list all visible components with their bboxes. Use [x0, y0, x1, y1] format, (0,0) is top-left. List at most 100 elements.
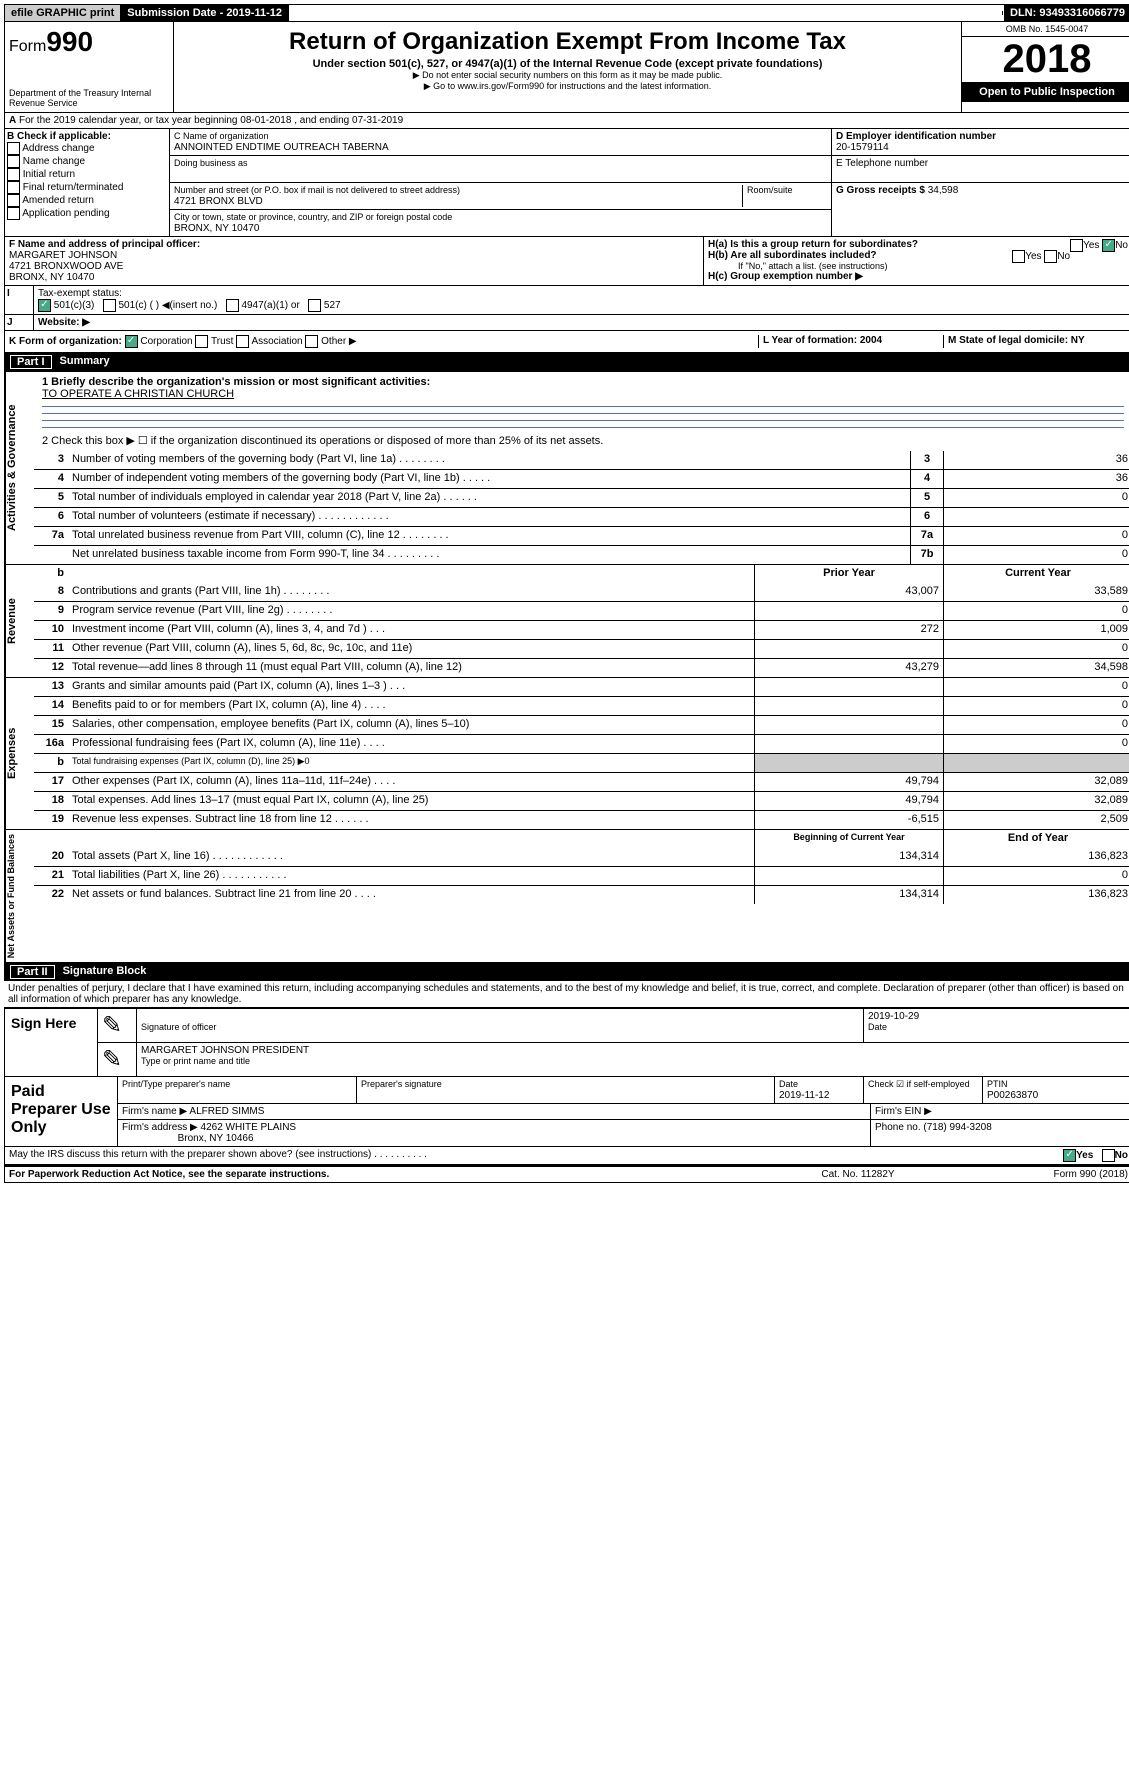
- row-value-py: [754, 735, 943, 753]
- row-ref: 4: [910, 470, 943, 488]
- table-row: 6 Total number of volunteers (estimate i…: [34, 507, 1129, 526]
- row-num: 18: [34, 792, 68, 810]
- table-row: 5 Total number of individuals employed i…: [34, 488, 1129, 507]
- row-num: 3: [34, 451, 68, 469]
- perjury-statement: Under penalties of perjury, I declare th…: [4, 981, 1129, 1007]
- side-label-governance: Activities & Governance: [5, 372, 34, 564]
- checkbox-icon[interactable]: [7, 181, 20, 194]
- checkbox-icon[interactable]: ✓: [125, 335, 138, 348]
- row-num: 22: [34, 886, 68, 904]
- checkbox-icon[interactable]: [103, 299, 116, 312]
- checkbox-icon[interactable]: [7, 155, 20, 168]
- row-value-py: 43,279: [754, 659, 943, 677]
- discuss-row: May the IRS discuss this return with the…: [4, 1147, 1129, 1165]
- row-value-blocked: [754, 754, 943, 772]
- checkbox-icon[interactable]: [7, 168, 20, 181]
- checkbox-icon[interactable]: [7, 194, 20, 207]
- row-value-py: [754, 602, 943, 620]
- table-row: 7a Total unrelated business revenue from…: [34, 526, 1129, 545]
- row-value-cy: 0: [943, 678, 1129, 696]
- row-value-py: 134,314: [754, 886, 943, 904]
- row-num: b: [34, 565, 68, 583]
- governance-section: Activities & Governance 1 Briefly descri…: [4, 371, 1129, 565]
- row-value: 36: [943, 470, 1129, 488]
- checkbox-icon[interactable]: [1102, 1149, 1115, 1162]
- row-value-cy: 0: [943, 640, 1129, 658]
- footer: For Paperwork Reduction Act Notice, see …: [4, 1165, 1129, 1183]
- checkbox-icon[interactable]: ✓: [1063, 1149, 1076, 1162]
- col-de: D Employer identification number20-15791…: [832, 129, 1129, 236]
- side-label-netassets: Net Assets or Fund Balances: [5, 830, 34, 962]
- public-inspection-badge: Open to Public Inspection: [962, 82, 1129, 102]
- omb: OMB No. 1545-0047: [962, 22, 1129, 37]
- row-value-py: 272: [754, 621, 943, 639]
- spacer: [289, 11, 1003, 15]
- table-row: 3 Number of voting members of the govern…: [34, 451, 1129, 469]
- checkbox-icon[interactable]: [1012, 250, 1025, 263]
- table-row: Net unrelated business taxable income fr…: [34, 545, 1129, 564]
- row-num: 6: [34, 508, 68, 526]
- row-value-py: 49,794: [754, 773, 943, 791]
- row-text: Grants and similar amounts paid (Part IX…: [68, 678, 754, 696]
- firm-addr: 4262 WHITE PLAINS: [201, 1122, 297, 1133]
- checkbox-icon[interactable]: [7, 207, 20, 220]
- checkbox-icon[interactable]: [195, 335, 208, 348]
- row-value: 0: [943, 489, 1129, 507]
- table-row: 10 Investment income (Part VIII, column …: [34, 620, 1129, 639]
- row-text: Professional fundraising fees (Part IX, …: [68, 735, 754, 753]
- table-row: 13 Grants and similar amounts paid (Part…: [34, 678, 1129, 696]
- row-text: Number of voting members of the governin…: [68, 451, 910, 469]
- sign-here-label: Sign Here: [5, 1009, 98, 1076]
- checkbox-icon[interactable]: [1044, 250, 1057, 263]
- part1-header: Part I Summary: [4, 353, 1129, 371]
- row-value: [943, 508, 1129, 526]
- checkbox-icon[interactable]: ✓: [1102, 239, 1115, 252]
- submission-date: Submission Date - 2019-11-12: [121, 5, 289, 21]
- checkbox-icon[interactable]: [236, 335, 249, 348]
- table-row: 15 Salaries, other compensation, employe…: [34, 715, 1129, 734]
- row-text: Contributions and grants (Part VIII, lin…: [68, 583, 754, 601]
- row-value-py: [754, 697, 943, 715]
- row-value-cy: 32,089: [943, 773, 1129, 791]
- klm-row: K Form of organization: ✓ Corporation Tr…: [4, 331, 1129, 353]
- row-num: 19: [34, 811, 68, 829]
- checkbox-icon[interactable]: [305, 335, 318, 348]
- row-ref: 7b: [910, 546, 943, 564]
- row-ref: 3: [910, 451, 943, 469]
- checkbox-icon[interactable]: [7, 142, 20, 155]
- table-row: 19 Revenue less expenses. Subtract line …: [34, 810, 1129, 829]
- row-value-cy: 0: [943, 735, 1129, 753]
- row-value-cy: 136,823: [943, 886, 1129, 904]
- checkbox-icon[interactable]: ✓: [38, 299, 51, 312]
- row-value-py: 43,007: [754, 583, 943, 601]
- row-value-cy: 33,589: [943, 583, 1129, 601]
- row-num: [34, 546, 68, 564]
- row-num: 5: [34, 489, 68, 507]
- row-num: 9: [34, 602, 68, 620]
- ptin: P00263870: [987, 1090, 1038, 1101]
- col-header-py: Prior Year: [754, 565, 943, 583]
- checkbox-icon[interactable]: [308, 299, 321, 312]
- row-text: Total liabilities (Part X, line 26) . . …: [68, 867, 754, 885]
- mission-block: 1 Briefly describe the organization's mi…: [34, 372, 1129, 451]
- table-row: 21 Total liabilities (Part X, line 26) .…: [34, 866, 1129, 885]
- table-row: b Total fundraising expenses (Part IX, c…: [34, 753, 1129, 772]
- checkbox-icon[interactable]: [1070, 239, 1083, 252]
- part2-header: Part II Signature Block: [4, 963, 1129, 981]
- checkbox-icon[interactable]: [226, 299, 239, 312]
- form-ref: Form 990 (2018): [948, 1169, 1128, 1180]
- row-value-cy: 0: [943, 716, 1129, 734]
- side-label-expenses: Expenses: [5, 678, 34, 829]
- note-link[interactable]: ▶ Go to www.irs.gov/Form990 for instruct…: [178, 81, 957, 92]
- row-value-py: [754, 867, 943, 885]
- efile-link[interactable]: efile GRAPHIC print: [5, 5, 121, 21]
- row-value-cy: 136,823: [943, 848, 1129, 866]
- col-b: B Check if applicable: Address change Na…: [5, 129, 170, 236]
- table-row: 11 Other revenue (Part VIII, column (A),…: [34, 639, 1129, 658]
- ein: 20-1579114: [836, 142, 889, 153]
- row-text: Total unrelated business revenue from Pa…: [68, 527, 910, 545]
- row-value-cy: 0: [943, 697, 1129, 715]
- row-value-py: [754, 640, 943, 658]
- table-row: 14 Benefits paid to or for members (Part…: [34, 696, 1129, 715]
- pen-icon: ✎: [98, 1009, 137, 1042]
